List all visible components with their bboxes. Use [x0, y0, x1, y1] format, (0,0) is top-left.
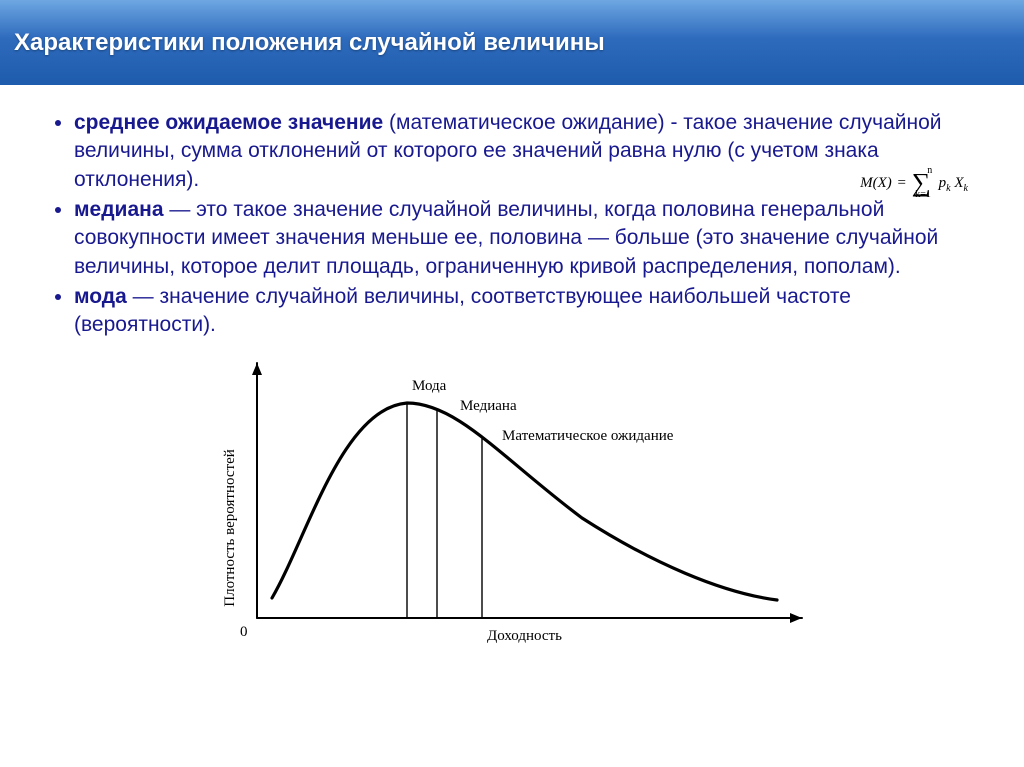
formula-X: X — [954, 175, 963, 191]
slide-content: среднее ожидаемое значение (математическ… — [0, 85, 1024, 663]
term-mode: мода — [74, 285, 127, 308]
mode-label: Мода — [412, 378, 447, 394]
formula-rhs: pk Xk — [939, 175, 968, 191]
formula-k2: k — [964, 183, 968, 194]
origin-label: 0 — [240, 624, 248, 640]
formula-upper: n — [927, 165, 932, 176]
slide-header: Характеристики положения случайной велич… — [0, 0, 1024, 85]
y-axis-label: Плотность вероятностей — [222, 449, 238, 607]
text-mode: — значение случайной величины, соответст… — [74, 285, 851, 336]
median-label: Медиана — [460, 398, 517, 414]
definition-item-median: медиана — это такое значение случайной в… — [74, 196, 980, 281]
definitions-list: среднее ожидаемое значение (математическ… — [44, 109, 980, 340]
x-axis-arrow-icon — [790, 613, 802, 623]
mean-label: Математическое ожидание — [502, 428, 674, 444]
formula-eq: = — [896, 175, 908, 191]
formula-lower: k=1 — [915, 189, 931, 200]
text-median: — это такое значение случайной величины,… — [74, 198, 938, 278]
chart-container: Мода Медиана Математическое ожидание Дох… — [44, 348, 980, 663]
term-mean: среднее ожидаемое значение — [74, 111, 383, 134]
expectation-formula: M(X) = ∑nk=1 pk Xk — [860, 171, 984, 192]
definition-item-mean: среднее ожидаемое значение (математическ… — [74, 109, 980, 194]
formula-lhs: M(X) — [860, 175, 892, 191]
slide-title: Характеристики положения случайной велич… — [14, 29, 605, 57]
y-axis-arrow-icon — [252, 363, 262, 375]
formula-k1: k — [946, 183, 950, 194]
term-median: медиана — [74, 198, 164, 221]
x-axis-label: Доходность — [487, 628, 562, 644]
distribution-chart: Мода Медиана Математическое ожидание Дох… — [44, 348, 980, 663]
definition-item-mode: мода — значение случайной величины, соот… — [74, 283, 980, 340]
distribution-svg: Мода Медиана Математическое ожидание Дох… — [202, 348, 822, 658]
